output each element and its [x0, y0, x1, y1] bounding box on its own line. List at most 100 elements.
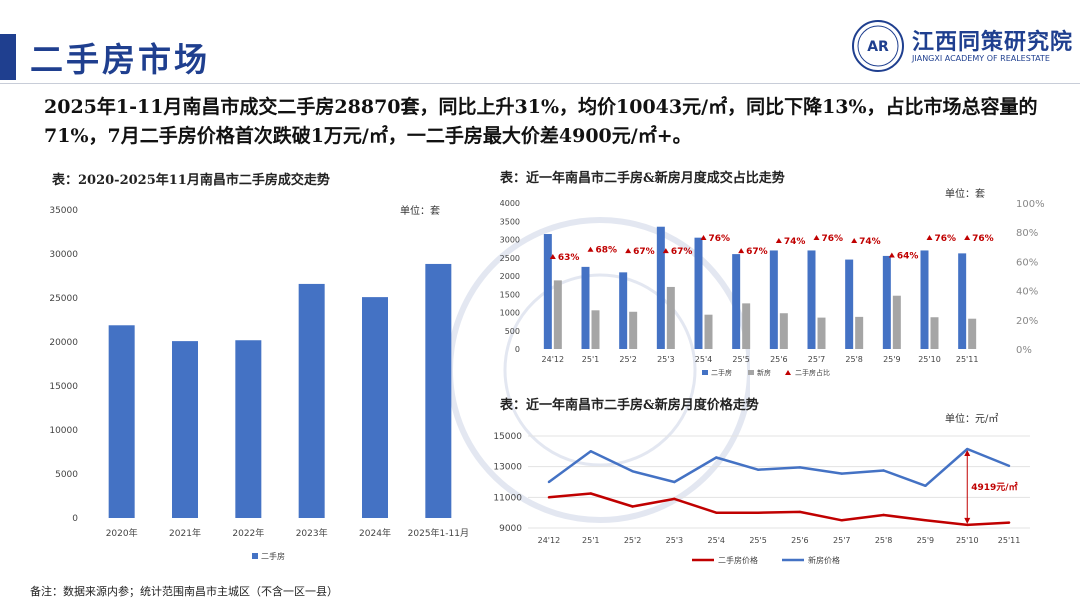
bar-new — [968, 318, 977, 349]
price-point — [715, 511, 718, 514]
x-tick-label: 25'10 — [956, 536, 979, 545]
bar-resale — [769, 250, 778, 349]
bar-annual-sales — [172, 341, 198, 518]
price-point — [882, 469, 885, 472]
y-tick-label: 0 — [515, 345, 520, 354]
logo-mark-text: AR — [867, 39, 889, 55]
price-point — [673, 497, 676, 501]
bar-new — [704, 314, 713, 349]
x-tick-label: 2022年 — [232, 527, 264, 539]
annual-sales-plot: 0 5000 10000 15000 20000 25000 30000 35000 2020年… — [49, 206, 469, 561]
price-point — [924, 484, 927, 488]
price-point — [589, 450, 592, 453]
share-marker — [587, 246, 594, 252]
price-point — [1007, 464, 1011, 468]
chart-title: 表：近一年南昌市二手房&新房月度价格走势 — [500, 398, 759, 413]
x-tick-label: 2023年 — [296, 527, 328, 539]
x-tick-label: 25'7 — [808, 355, 825, 364]
price-gap-arrowhead — [964, 517, 971, 524]
bar-resale — [543, 234, 552, 349]
share-marker — [625, 248, 632, 254]
price-point — [589, 492, 592, 495]
legend-swatch — [252, 553, 258, 559]
x-tick-label: 25'11 — [956, 355, 979, 364]
share-data-label: 76% — [709, 234, 731, 244]
bar-resale — [920, 250, 929, 349]
x-tick-label: 2025年1-11月 — [408, 527, 469, 539]
logo-name: 江西同策研究院 — [912, 29, 1074, 55]
price-line — [548, 492, 1010, 527]
price-point — [715, 456, 718, 459]
bar-new — [817, 317, 826, 349]
price-gap-arrowhead — [964, 450, 971, 457]
price-point — [547, 496, 551, 499]
legend-label: 二手房 — [261, 551, 285, 561]
summary-text: 2025年1-11月南昌市成交二手房28870套，同比上升31%，均价10043… — [44, 96, 1038, 147]
share-marker — [813, 235, 820, 241]
legend-label: 新房 — [757, 368, 771, 377]
monthly-share-plot: 0 500 1000 1500 2000 2500 3000 3500 4000 0% 20% 40%… — [500, 199, 1045, 377]
share-marker — [964, 235, 971, 241]
x-tick-label: 2021年 — [169, 527, 201, 539]
bar-new — [666, 286, 675, 349]
x-tick-label: 25'4 — [695, 355, 712, 364]
bar-annual-sales — [235, 340, 262, 518]
share-marker — [851, 237, 858, 243]
y-tick-label: 25000 — [49, 294, 78, 304]
y-tick-label: 15000 — [49, 382, 78, 392]
bar-resale — [882, 255, 891, 349]
bar-annual-sales — [425, 263, 452, 518]
price-point — [798, 466, 802, 469]
legend-swatch — [785, 370, 791, 375]
x-tick-label: 25'1 — [582, 536, 599, 545]
chart-unit: 单位：套 — [400, 206, 440, 217]
y-tick-label: 13000 — [493, 463, 522, 473]
bar-resale — [958, 253, 967, 349]
legend-swatch — [748, 370, 754, 375]
x-tick-label: 25'7 — [833, 536, 850, 545]
share-data-label: 76% — [935, 234, 957, 244]
price-point — [966, 447, 969, 451]
x-tick-label: 25'2 — [619, 355, 636, 364]
price-point — [673, 480, 676, 484]
y-tick-label: 0 — [72, 514, 78, 524]
price-line — [548, 447, 1010, 488]
y-tick-label: 20000 — [49, 338, 78, 348]
price-point — [756, 468, 760, 471]
page-title: 二手房市场 — [30, 40, 210, 79]
legend-label: 二手房 — [711, 368, 732, 377]
x-tick-label: 25'2 — [624, 536, 641, 545]
bar-new — [553, 280, 562, 349]
price-point — [924, 519, 927, 522]
footnote: 备注：数据来源内参；统计范围南昌市主城区（不含一区一县） — [30, 585, 338, 598]
y2-tick-label: 20% — [1016, 316, 1038, 327]
legend-swatch — [702, 370, 708, 375]
share-marker — [775, 237, 782, 243]
share-data-label: 74% — [784, 237, 806, 247]
share-marker — [700, 235, 707, 241]
price-point — [631, 505, 634, 508]
x-tick-label: 25'3 — [657, 355, 674, 364]
x-tick-label: 25'9 — [917, 536, 934, 545]
bar-new — [779, 313, 788, 349]
x-tick-label: 25'5 — [732, 355, 749, 364]
price-point — [966, 523, 969, 527]
price-point — [882, 513, 885, 517]
share-data-label: 67% — [671, 247, 693, 257]
x-tick-label: 25'3 — [666, 536, 683, 545]
legend-label: 二手房占比 — [795, 368, 830, 377]
y-tick-label: 10000 — [49, 426, 78, 436]
y-tick-label: 1000 — [500, 309, 520, 318]
bar-annual-sales — [298, 283, 325, 518]
share-data-label: 67% — [633, 247, 655, 257]
y2-tick-label: 100% — [1016, 199, 1045, 210]
share-data-label: 74% — [859, 237, 881, 247]
x-tick-label: 25'1 — [582, 355, 599, 364]
x-tick-label: 25'6 — [770, 355, 787, 364]
x-tick-label: 25'4 — [708, 536, 725, 545]
share-marker — [662, 248, 669, 254]
y-tick-label: 11000 — [493, 493, 522, 503]
x-tick-label: 25'5 — [749, 536, 766, 545]
legend-label: 新房价格 — [808, 555, 840, 565]
logo-english-name: JIANGXI ACADEMY OF REALESTATE — [912, 54, 1050, 63]
